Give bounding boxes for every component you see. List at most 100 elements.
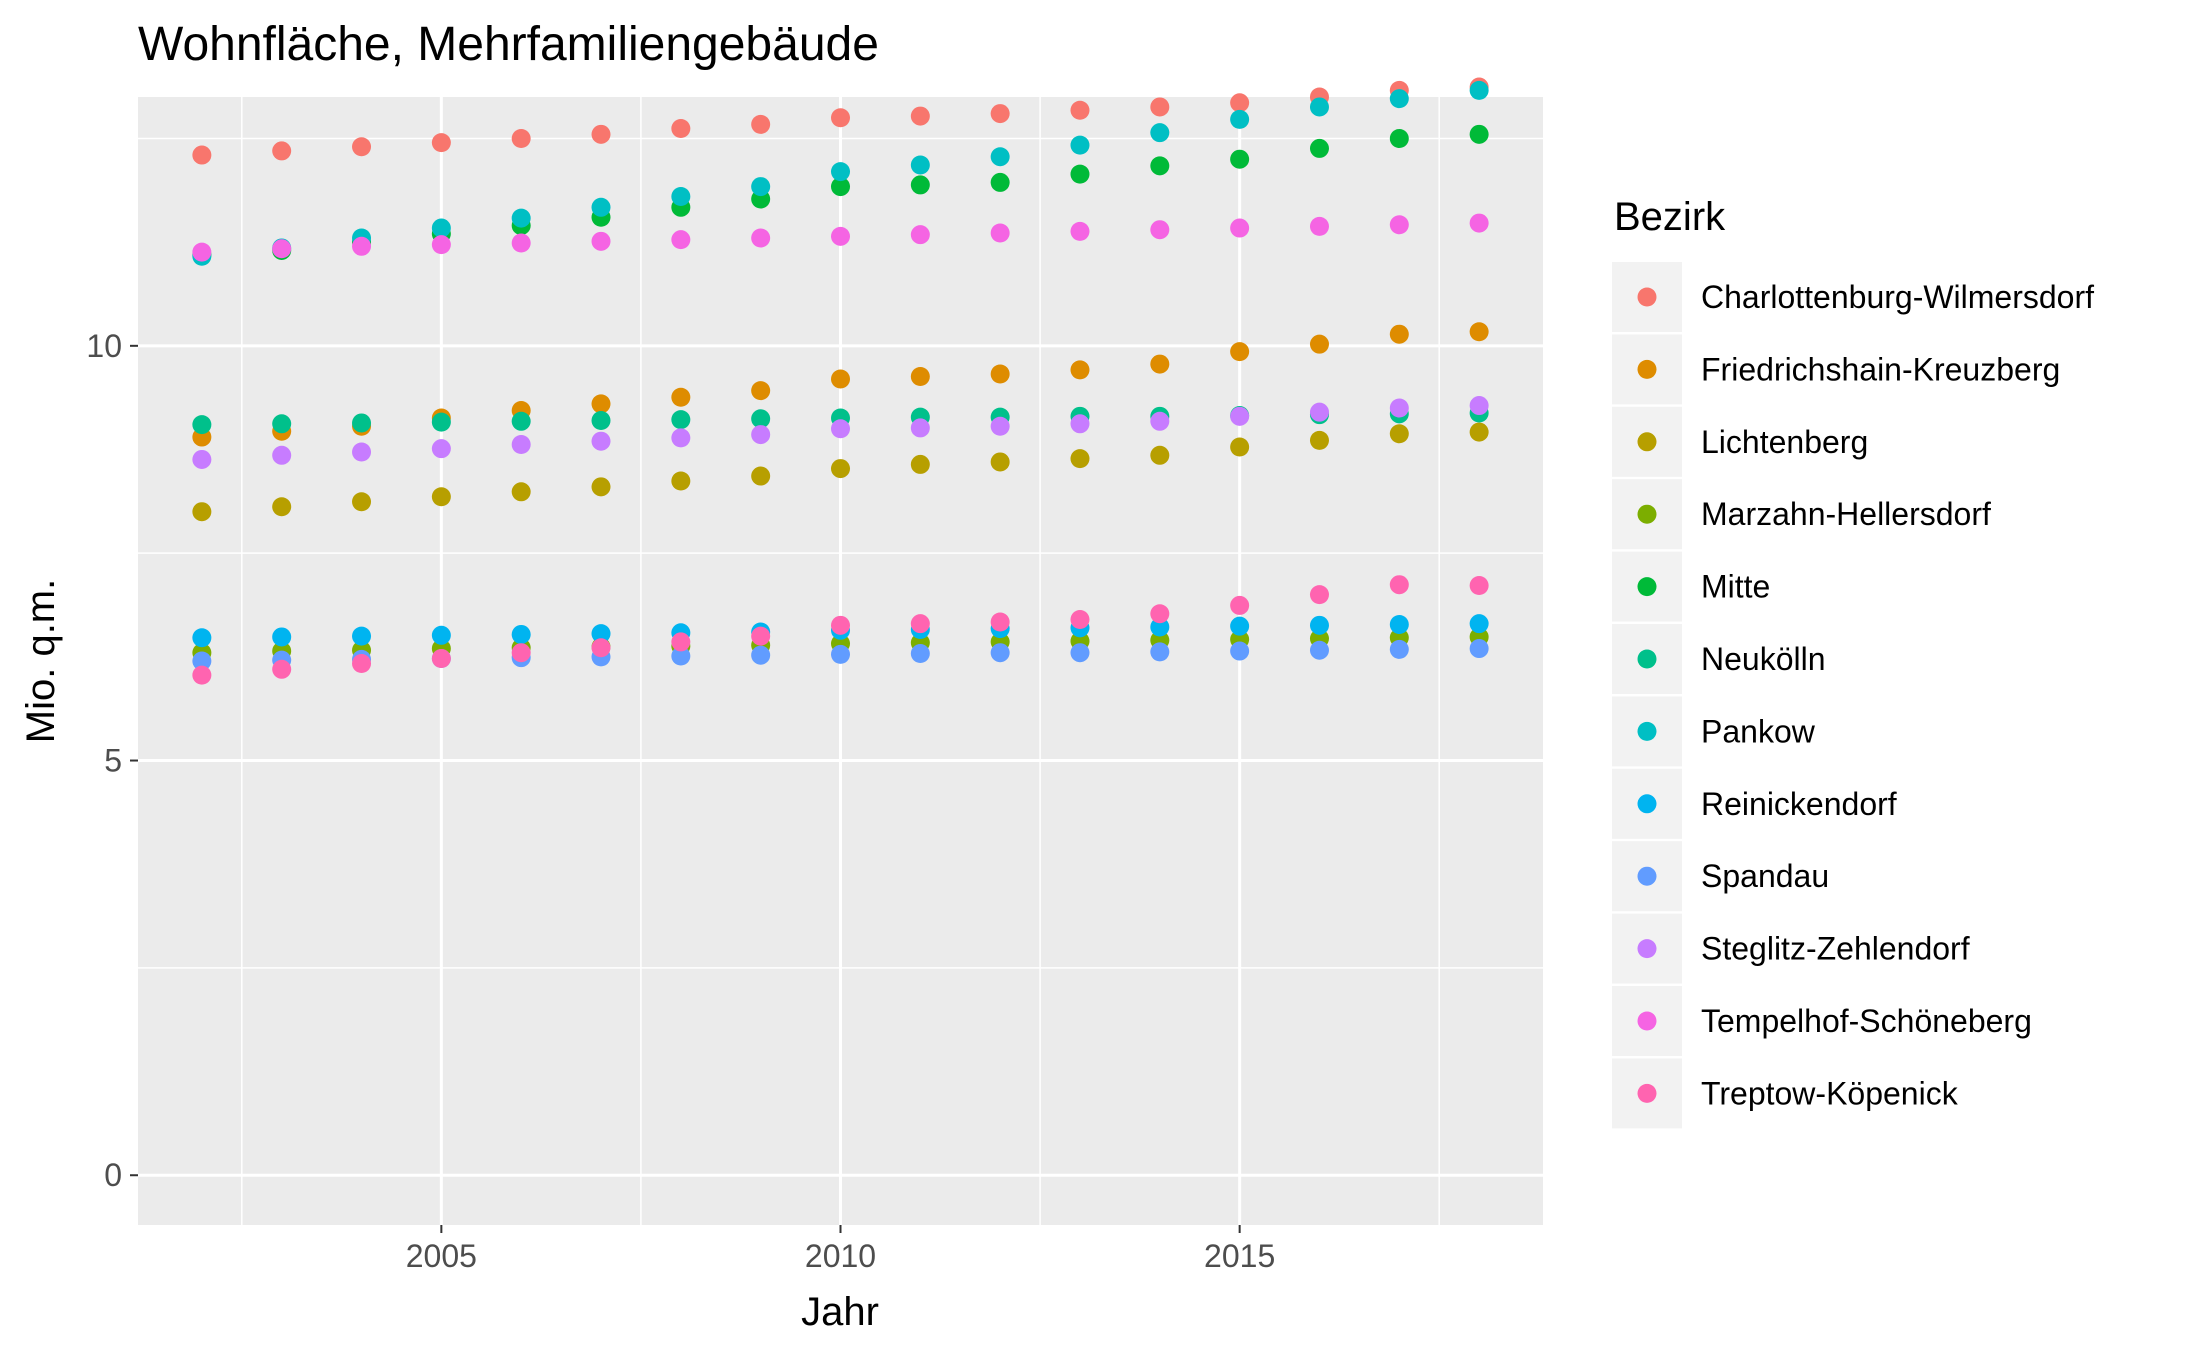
point-spandau-2002	[192, 651, 212, 671]
point-spandau-2011	[910, 644, 930, 664]
point-tempelhof-sch-neberg-2010	[831, 226, 850, 246]
point-pankow-2017	[1389, 89, 1409, 109]
point-treptow-k-penick-2010	[831, 615, 850, 635]
legend-marker-charlottenburg-wilmersdorf	[1637, 287, 1657, 307]
point-reinickendorf-2004	[352, 626, 372, 646]
point-friedrichshain-kreuzberg-2017	[1389, 324, 1409, 344]
point-tempelhof-sch-neberg-2017	[1389, 215, 1409, 235]
point-pankow-2011	[910, 155, 930, 175]
point-spandau-2014	[1150, 642, 1170, 662]
point-mitte-2012	[990, 172, 1010, 192]
point-mitte-2013	[1070, 164, 1090, 184]
point-charlottenburg-wilmersdorf-2011	[910, 106, 930, 126]
point-charlottenburg-wilmersdorf-2004	[352, 137, 372, 157]
point-mitte-2015	[1230, 149, 1250, 169]
point-pankow-2008	[671, 187, 691, 207]
legend-marker-neuk-lln	[1637, 649, 1657, 669]
point-pankow-2006	[511, 208, 531, 228]
point-steglitz-zehlendorf-2016	[1309, 402, 1329, 422]
point-treptow-k-penick-2008	[671, 632, 691, 652]
x-tick-label-2010: 2010	[805, 1238, 876, 1274]
point-tempelhof-sch-neberg-2006	[511, 233, 531, 253]
point-treptow-k-penick-2002	[192, 665, 212, 685]
point-pankow-2014	[1150, 123, 1170, 143]
point-friedrichshain-kreuzberg-2010	[831, 369, 850, 389]
point-lichtenberg-2010	[831, 459, 850, 479]
point-spandau-2009	[751, 645, 771, 665]
legend-label-steglitz-zehlendorf: Steglitz-Zehlendorf	[1701, 931, 1970, 967]
point-charlottenburg-wilmersdorf-2008	[671, 119, 691, 139]
point-neuk-lln-2009	[751, 409, 771, 429]
point-neuk-lln-2007	[591, 410, 611, 430]
point-tempelhof-sch-neberg-2012	[990, 223, 1010, 243]
point-friedrichshain-kreuzberg-2015	[1230, 342, 1250, 362]
point-neuk-lln-2006	[511, 411, 531, 431]
point-lichtenberg-2014	[1150, 445, 1170, 465]
point-steglitz-zehlendorf-2013	[1070, 414, 1090, 434]
point-steglitz-zehlendorf-2010	[831, 419, 850, 439]
point-reinickendorf-2014	[1150, 617, 1170, 637]
point-spandau-2015	[1230, 641, 1250, 661]
point-charlottenburg-wilmersdorf-2015	[1230, 93, 1250, 113]
legend-marker-reinickendorf	[1637, 794, 1657, 814]
legend-label-tempelhof-sch-neberg: Tempelhof-Schöneberg	[1701, 1003, 2032, 1039]
point-lichtenberg-2002	[192, 502, 212, 522]
legend-label-lichtenberg: Lichtenberg	[1701, 424, 1868, 460]
point-lichtenberg-2015	[1230, 437, 1250, 457]
legend-label-spandau: Spandau	[1701, 858, 1829, 894]
point-lichtenberg-2006	[511, 482, 531, 502]
point-friedrichshain-kreuzberg-2009	[751, 381, 771, 401]
point-tempelhof-sch-neberg-2011	[910, 225, 930, 245]
point-reinickendorf-2007	[591, 624, 611, 644]
point-tempelhof-sch-neberg-2003	[272, 239, 292, 259]
point-pankow-2013	[1070, 135, 1090, 155]
point-pankow-2018	[1469, 80, 1489, 100]
point-treptow-k-penick-2007	[591, 638, 611, 658]
legend-marker-pankow	[1637, 721, 1657, 741]
point-pankow-2015	[1230, 109, 1250, 129]
point-lichtenberg-2005	[431, 487, 451, 507]
grid-major	[138, 97, 1543, 1225]
point-treptow-k-penick-2018	[1469, 576, 1489, 596]
point-neuk-lln-2004	[352, 413, 372, 433]
y-axis: 0 5 10	[86, 328, 138, 1193]
point-pankow-2010	[831, 162, 850, 182]
legend-marker-treptow-k-penick	[1637, 1083, 1657, 1103]
point-tempelhof-sch-neberg-2018	[1469, 213, 1489, 233]
point-reinickendorf-2016	[1309, 615, 1329, 635]
point-steglitz-zehlendorf-2002	[192, 449, 212, 469]
point-treptow-k-penick-2005	[431, 649, 451, 669]
point-lichtenberg-2012	[990, 452, 1010, 472]
point-charlottenburg-wilmersdorf-2002	[192, 145, 212, 165]
point-reinickendorf-2018	[1469, 614, 1489, 634]
point-charlottenburg-wilmersdorf-2009	[751, 114, 771, 134]
point-treptow-k-penick-2009	[751, 626, 771, 646]
point-tempelhof-sch-neberg-2009	[751, 228, 771, 248]
point-friedrichshain-kreuzberg-2013	[1070, 360, 1090, 380]
point-reinickendorf-2017	[1389, 615, 1409, 635]
point-mitte-2014	[1150, 156, 1170, 176]
point-reinickendorf-2006	[511, 624, 531, 644]
legend-label-treptow-k-penick: Treptow-Köpenick	[1701, 1075, 1959, 1111]
legend-label-neuk-lln: Neukölln	[1701, 641, 1826, 677]
point-treptow-k-penick-2003	[272, 659, 292, 679]
y-axis-title: Mio. q.m.	[19, 579, 63, 743]
point-tempelhof-sch-neberg-2002	[192, 242, 212, 262]
point-charlottenburg-wilmersdorf-2003	[272, 141, 292, 161]
point-tempelhof-sch-neberg-2005	[431, 235, 451, 255]
point-lichtenberg-2007	[591, 477, 611, 497]
legend-label-friedrichshain-kreuzberg: Friedrichshain-Kreuzberg	[1701, 351, 2060, 387]
point-steglitz-zehlendorf-2012	[990, 416, 1010, 436]
point-steglitz-zehlendorf-2017	[1389, 398, 1409, 418]
point-friedrichshain-kreuzberg-2018	[1469, 322, 1489, 342]
point-charlottenburg-wilmersdorf-2010	[831, 108, 850, 128]
point-spandau-2010	[831, 644, 850, 664]
point-friedrichshain-kreuzberg-2014	[1150, 354, 1170, 374]
point-pankow-2005	[431, 218, 451, 238]
point-tempelhof-sch-neberg-2016	[1309, 216, 1329, 236]
point-lichtenberg-2017	[1389, 424, 1409, 444]
point-reinickendorf-2015	[1230, 616, 1250, 636]
point-friedrichshain-kreuzberg-2016	[1309, 334, 1329, 354]
legend-label-pankow: Pankow	[1701, 713, 1816, 749]
point-mitte-2018	[1469, 124, 1489, 144]
